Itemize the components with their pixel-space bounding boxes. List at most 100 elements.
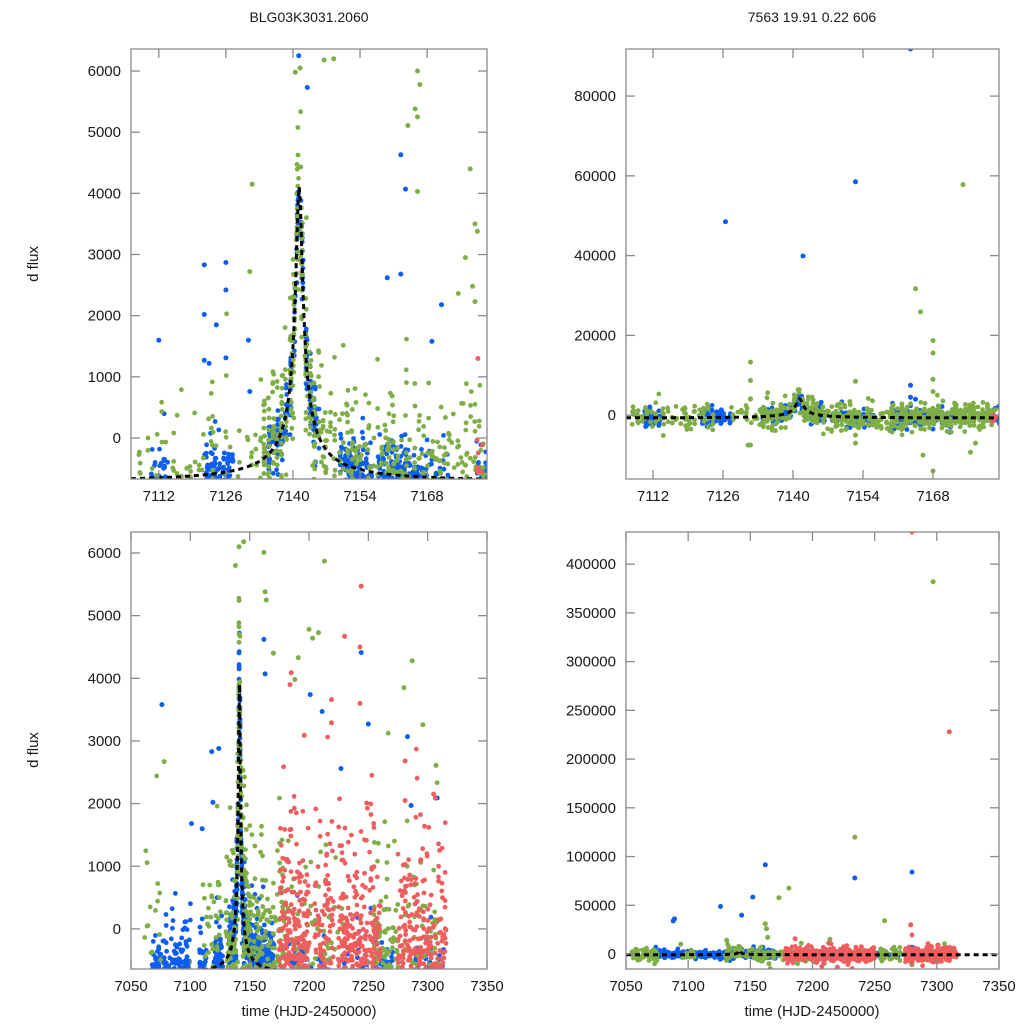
data-point [142,935,148,940]
data-point [329,940,334,946]
data-point [193,481,198,486]
data-point [376,481,381,486]
data-point [248,894,254,900]
data-point [267,971,272,976]
data-point [259,893,264,899]
data-point [307,431,312,437]
data-point [336,987,341,992]
data-point [274,455,280,461]
data-point-outlier [223,355,229,361]
data-point [825,409,831,414]
data-point [233,557,238,562]
data-point [177,964,183,969]
data-point [953,406,959,412]
data-point [839,418,844,423]
data-point [320,418,326,424]
data-point [213,480,218,485]
data-point [162,464,168,470]
data-point [162,456,167,462]
data-point [272,990,277,995]
data-point [332,354,337,360]
data-point [391,413,397,419]
data-point [884,419,890,425]
data-point [647,404,653,410]
data-point [276,988,281,993]
data-point [970,400,976,406]
data-point [308,859,314,865]
data-point [228,994,233,999]
data-point [952,400,957,406]
data-point-outlier [223,260,229,265]
data-point [316,884,321,889]
data-point [157,999,162,1004]
data-point [329,481,334,486]
data-point [162,474,168,479]
data-point [174,950,179,956]
data-point [267,909,273,915]
data-point [922,427,927,432]
data-point [425,1014,430,1019]
data-point [324,493,329,498]
data-point [417,413,422,418]
data-point [200,882,206,888]
data-point [275,987,280,992]
data-point-outlier [292,69,298,75]
data-point [204,485,209,490]
data-point [355,505,360,510]
data-point [260,884,266,890]
data-point-outlier [417,82,423,87]
data-point [371,435,377,441]
data-point [180,947,186,953]
data-point [162,993,167,998]
data-point [210,429,216,435]
data-point [984,401,990,407]
data-point [361,443,367,449]
data-point [409,578,414,583]
data-point [476,500,481,505]
data-point [208,425,214,431]
data-point [214,919,219,925]
data-point [476,479,481,484]
data-point [366,423,372,428]
y-tick-label: 60000 [574,168,616,185]
data-point-outlier [920,452,926,458]
data-point [200,969,205,974]
data-point [264,917,270,923]
data-point [349,972,354,977]
data-point [321,454,327,460]
data-point [264,971,269,976]
data-point [479,499,484,504]
data-point [411,505,416,510]
data-point-outlier [930,338,936,344]
data-point [345,468,351,474]
data-point [743,409,749,415]
data-point [438,998,443,1003]
data-point [168,970,173,975]
data-point [765,390,771,396]
data-point [977,423,983,429]
data-point [154,473,159,478]
data-point [216,979,221,984]
data-point [160,976,165,981]
data-point [804,401,810,407]
data-point [198,998,203,1003]
panel-top-left: 7112 7126 7140 7154 716801000200030004000500… [88,48,488,583]
data-point [213,1008,218,1013]
data-point [821,420,826,425]
data-point [904,406,909,412]
data-point [433,479,438,484]
data-point [468,414,474,419]
data-point [147,904,153,910]
data-point [403,367,409,373]
data-point [188,1005,193,1010]
data-point [243,847,248,852]
data-point [460,503,465,508]
data-point [729,405,734,410]
data-point [224,854,230,860]
data-point [447,491,452,496]
data-point [256,940,262,946]
data-point [208,391,214,396]
data-point [268,985,273,990]
data-point [386,466,392,472]
data-point [290,970,295,975]
